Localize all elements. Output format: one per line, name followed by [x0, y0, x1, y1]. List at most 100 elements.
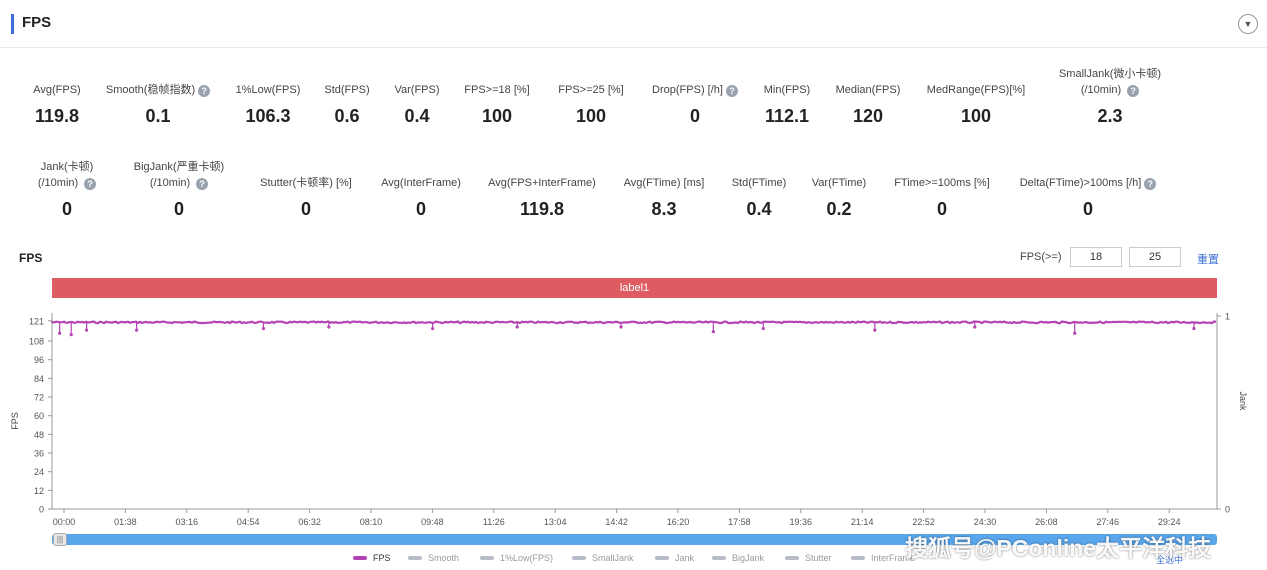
- stat-stats_row1-9: Median(FPS) 120: [778, 82, 958, 152]
- stat-value: 0.4: [746, 199, 772, 219]
- stat-stats_row1-0: Avg(FPS) 119.8: [0, 82, 147, 152]
- stat-label: Std(FTime): [731, 177, 787, 189]
- fps-point-12: [973, 325, 977, 329]
- legend-swatch-icon: [655, 556, 669, 560]
- stat-stats_row2-7: Var(FTime) 0.2: [749, 175, 929, 245]
- chevron-down-icon[interactable]: ▼: [1238, 14, 1258, 34]
- help-icon[interactable]: ?: [1144, 178, 1157, 190]
- legend-swatch-icon: [712, 556, 726, 560]
- help-icon[interactable]: ?: [725, 85, 738, 97]
- stat-label: FPS>=25 [%]: [558, 84, 624, 96]
- time-range-slider[interactable]: [52, 534, 1217, 545]
- stat-value: 0.4: [404, 106, 430, 126]
- legend-item-bigjank[interactable]: BigJank: [712, 553, 764, 563]
- y-tick-label: 36: [34, 449, 44, 459]
- reset-button[interactable]: 重置: [1197, 254, 1219, 266]
- stat-stats_row1-1: Smooth(稳帧指数)? 0.1: [68, 82, 248, 152]
- legend-label: Smooth: [428, 553, 460, 563]
- fps-point-14: [1192, 326, 1196, 331]
- x-tick-label: 09:48: [421, 517, 444, 527]
- stat-label-unit: (/10min)?: [0, 175, 157, 191]
- stat-stats_row1-8: Min(FPS) 112.1: [697, 82, 877, 152]
- stat-value: 0: [689, 106, 700, 126]
- x-tick-label: 27:46: [1097, 517, 1120, 527]
- x-tick-label: 00:00: [53, 517, 76, 527]
- legend-swatch-icon: [480, 556, 494, 560]
- legend-label: SmallJank: [592, 553, 634, 563]
- x-tick-label: 21:14: [851, 517, 874, 527]
- stat-value: 106.3: [245, 106, 291, 126]
- help-icon[interactable]: ?: [196, 178, 209, 190]
- stat-label: FPS>=18 [%]: [464, 84, 530, 96]
- threshold-input-2[interactable]: [1129, 247, 1181, 267]
- stat-stats_row2-0: Jank(卡顿) (/10min)? 0: [0, 159, 157, 229]
- stat-value: 0.1: [145, 106, 171, 126]
- fps-point-8: [619, 325, 623, 329]
- legend-item-smooth[interactable]: Smooth: [408, 553, 459, 563]
- stat-stats_row2-5: Avg(FTime) [ms] 8.3: [574, 175, 754, 245]
- legend-item-fps[interactable]: FPS: [353, 553, 391, 563]
- legend-swatch-icon: [851, 556, 865, 560]
- stat-value: 119.8: [34, 106, 80, 126]
- stat-label-unit: (/10min)?: [89, 175, 269, 191]
- x-tick-label: 29:24: [1158, 517, 1181, 527]
- stat-value: 0: [61, 199, 72, 219]
- fps-point-5: [327, 325, 331, 329]
- stat-value: 0: [173, 199, 184, 219]
- stat-stats_row2-6: Std(FTime) 0.4: [669, 175, 849, 245]
- x-tick-label: 13:04: [544, 517, 567, 527]
- legend-item-stutter[interactable]: Stutter: [785, 553, 832, 563]
- stat-value: 0: [1082, 199, 1093, 219]
- chart-title: FPS: [19, 251, 43, 265]
- help-icon[interactable]: ?: [1127, 85, 1140, 97]
- help-icon[interactable]: ?: [198, 85, 211, 97]
- legend-label: Stutter: [805, 553, 832, 563]
- threshold-input-1[interactable]: [1070, 247, 1122, 267]
- fps-point-9: [711, 330, 715, 334]
- stat-label: Min(FPS): [763, 84, 811, 96]
- select-all-button[interactable]: 全选中: [1156, 555, 1184, 565]
- fps-point-3: [134, 328, 139, 332]
- y-axis-label: FPS: [10, 412, 20, 430]
- watermark: 搜狐号@PConline太平洋科技: [905, 535, 1212, 561]
- y2-tick-label: 0: [1225, 505, 1230, 515]
- help-icon[interactable]: ?: [84, 178, 97, 190]
- stat-label: Avg(FPS): [33, 84, 81, 96]
- legend-item-1-low-fps-[interactable]: 1%Low(FPS): [480, 553, 553, 563]
- stat-stats_row2-4: Avg(FPS+InterFrame) 119.8: [452, 175, 632, 245]
- y-tick-label: 0: [39, 505, 44, 515]
- stat-label: Std(FPS): [324, 84, 370, 96]
- legend-swatch-icon: [785, 556, 799, 560]
- stat-value: 119.8: [519, 199, 565, 219]
- slider-handle-icon[interactable]: |||: [53, 533, 67, 546]
- stat-stats_row2-9: Delta(FTime)>100ms [/h]? 0: [998, 175, 1178, 245]
- stat-label: 1%Low(FPS): [235, 84, 301, 96]
- fps-chart[interactable]: 0 12 24 36 48 60 72 84 96 108 121 0 1 FPS Jank 00:00 01:…: [0, 305, 1267, 530]
- legend-label: 1%Low(FPS): [500, 553, 554, 563]
- x-tick-label: 08:10: [360, 517, 383, 527]
- stat-label: Delta(FTime)>100ms [/h]?: [998, 175, 1178, 191]
- stat-value: 120: [852, 106, 884, 126]
- stat-stats_row2-1: BigJank(严重卡顿) (/10min)? 0: [89, 159, 269, 229]
- fps-point-4: [261, 326, 266, 331]
- legend-label: Jank: [675, 553, 695, 563]
- legend-item-smalljank[interactable]: SmallJank: [572, 553, 634, 563]
- stat-value: 0: [936, 199, 947, 219]
- x-tick-label: 04:54: [237, 517, 260, 527]
- x-tick-label: 22:52: [912, 517, 935, 527]
- label-bar[interactable]: label1: [52, 278, 1217, 298]
- y-tick-label: 24: [34, 467, 44, 477]
- stat-stats_row1-6: FPS>=25 [%] 100: [501, 82, 681, 152]
- legend-item-interframe[interactable]: InterFrame: [851, 553, 915, 563]
- legend-swatch-icon: [408, 556, 422, 560]
- fps-point-13: [1073, 331, 1077, 335]
- y-tick-label: 96: [34, 355, 44, 365]
- stat-label: Stutter(卡顿率) [%]: [260, 177, 352, 189]
- x-tick-label: 11:26: [483, 517, 505, 527]
- panel-title: FPS: [22, 14, 52, 31]
- legend-item-jank[interactable]: Jank: [655, 553, 694, 563]
- legend-swatch-icon: [353, 556, 367, 560]
- accent-bar: [11, 14, 14, 34]
- stat-stats_row2-3: Avg(InterFrame) 0: [331, 175, 511, 245]
- fps-point-11: [873, 328, 877, 332]
